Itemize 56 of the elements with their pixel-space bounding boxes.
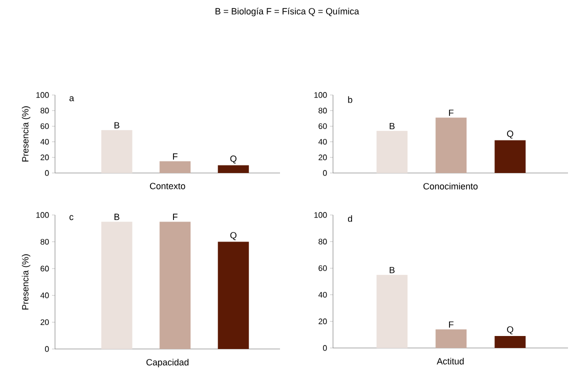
- chart-title: b: [348, 96, 352, 103]
- bar: [376, 274, 408, 348]
- bar: [160, 161, 191, 173]
- y-tick-label: 100: [314, 92, 327, 98]
- chart-title: c: [70, 215, 74, 220]
- y-axis-title: Presencia (%): [22, 106, 30, 162]
- x-tick-label: F: [173, 153, 178, 160]
- x-tick-label: Q: [230, 156, 236, 164]
- bar: [436, 118, 467, 173]
- x-axis-title: Capacidad: [146, 358, 188, 368]
- x-tick-label: B: [114, 122, 120, 128]
- x-tick-label: B: [390, 266, 395, 274]
- x-axis-title: Conocimiento: [423, 182, 478, 190]
- y-tick-label: 100: [36, 212, 49, 218]
- bar: [494, 140, 526, 173]
- y-tick-label: 0: [45, 346, 49, 352]
- x-tick-label: F: [449, 321, 454, 328]
- y-tick-label: 60: [318, 265, 327, 272]
- y-tick-label: 20: [40, 319, 49, 326]
- y-tick-label: 80: [40, 108, 49, 114]
- y-tick-label: 40: [318, 292, 327, 298]
- y-tick-label: 100: [36, 92, 49, 98]
- chart-title: d: [348, 215, 352, 222]
- y-tick-label: 60: [40, 123, 49, 130]
- x-tick-label: B: [390, 122, 395, 130]
- y-tick-label: 60: [40, 266, 49, 272]
- y-tick-label: 20: [40, 154, 49, 160]
- y-axis-title: Presencia (%): [22, 254, 30, 310]
- y-tick-label: 100: [314, 212, 327, 218]
- x-axis-title: Contexto: [150, 182, 186, 190]
- x-tick-label: F: [173, 214, 178, 220]
- y-tick-label: 40: [40, 138, 49, 145]
- x-tick-label: Q: [507, 130, 514, 139]
- bar: [101, 130, 132, 173]
- y-tick-label: 20: [318, 154, 327, 160]
- chart-title: a: [70, 96, 74, 102]
- y-tick-label: 80: [40, 238, 49, 245]
- y-tick-label: 40: [40, 292, 49, 298]
- y-tick-label: 80: [318, 238, 327, 244]
- y-tick-label: 0: [323, 170, 327, 176]
- y-tick-label: 0: [323, 345, 327, 351]
- x-tick-label: Q: [230, 232, 236, 240]
- y-tick-label: 0: [45, 170, 49, 176]
- x-tick-label: Q: [507, 326, 514, 334]
- y-tick-label: 80: [318, 108, 327, 114]
- x-axis-title: Actitud: [436, 358, 464, 364]
- text: B = Biología F = Física Q = Química: [216, 8, 360, 16]
- bar: [436, 329, 467, 348]
- y-tick-label: 40: [318, 138, 327, 145]
- bar: [376, 130, 408, 173]
- bar: [494, 336, 526, 348]
- x-tick-label: F: [449, 110, 454, 116]
- bar: [218, 165, 249, 173]
- y-tick-label: 20: [318, 318, 327, 324]
- y-tick-label: 60: [318, 123, 327, 130]
- x-tick-label: B: [114, 214, 120, 220]
